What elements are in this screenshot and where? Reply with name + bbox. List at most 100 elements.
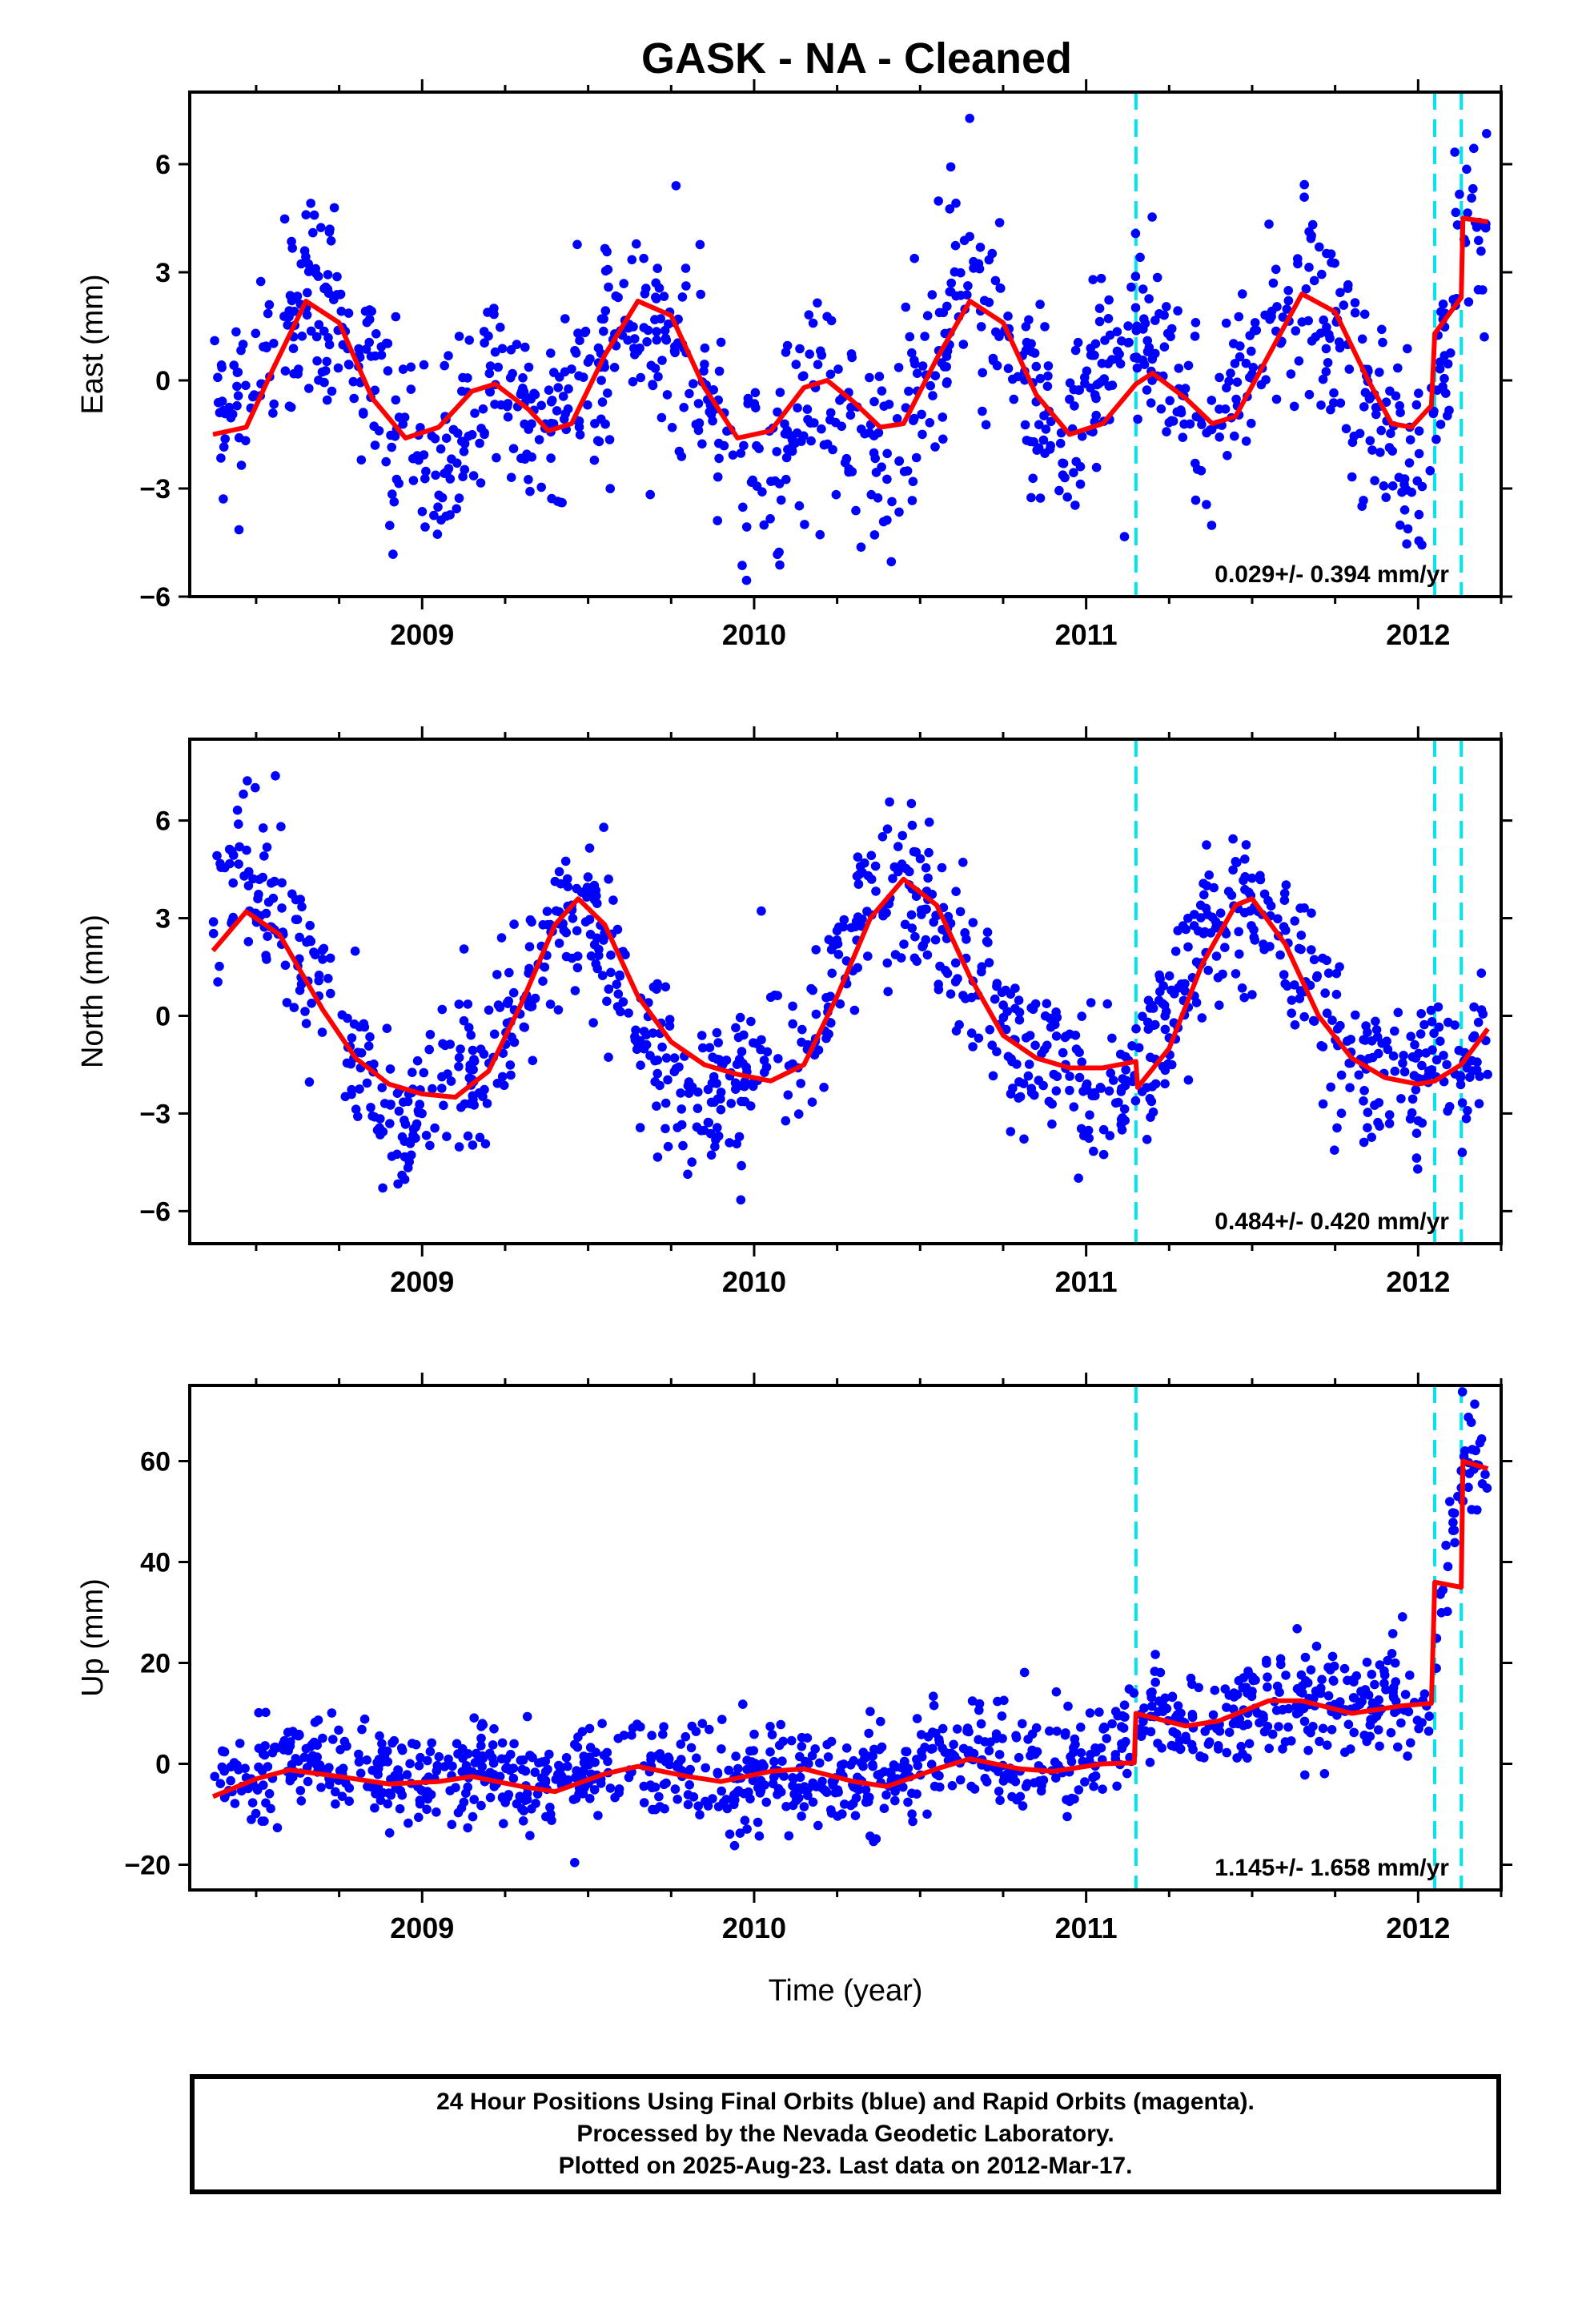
- east-point: [901, 302, 911, 312]
- north-point: [998, 1000, 1008, 1010]
- north-point: [400, 1116, 409, 1125]
- up-point: [784, 1831, 794, 1841]
- north-point: [524, 963, 534, 974]
- up-point: [890, 1787, 900, 1796]
- east-point: [524, 362, 534, 372]
- up-point: [1278, 1744, 1287, 1754]
- up-point: [243, 1783, 253, 1794]
- north-point: [1220, 943, 1230, 952]
- east-point: [329, 295, 339, 305]
- north-point: [437, 1072, 447, 1082]
- east-point: [1299, 192, 1309, 202]
- up-point: [1244, 1739, 1255, 1749]
- up-point: [544, 1749, 554, 1759]
- east-point: [1359, 402, 1369, 412]
- north-point: [342, 1058, 352, 1068]
- east-point: [217, 396, 227, 406]
- up-point: [786, 1735, 797, 1746]
- up-point: [731, 1751, 741, 1761]
- east-point: [234, 525, 244, 535]
- north-point: [1296, 944, 1306, 955]
- north-point: [599, 822, 608, 832]
- north-point: [1371, 1016, 1380, 1027]
- up-point: [742, 1824, 752, 1834]
- east-point: [361, 344, 371, 354]
- up-point: [519, 1806, 528, 1815]
- east-point: [741, 575, 752, 585]
- east-point: [886, 557, 897, 567]
- north-point: [1076, 1124, 1086, 1134]
- up-point: [660, 1803, 669, 1814]
- east-point: [905, 332, 915, 342]
- up-point: [1089, 1781, 1098, 1791]
- east-point: [869, 448, 879, 458]
- up-point: [901, 1747, 910, 1756]
- east-point: [946, 162, 956, 172]
- north-point: [906, 910, 917, 920]
- north-point: [863, 951, 873, 961]
- up-point: [907, 1809, 917, 1819]
- north-point: [1223, 887, 1234, 896]
- north-point: [482, 1099, 492, 1108]
- up-point: [1146, 1701, 1157, 1711]
- up-point: [1298, 1688, 1307, 1698]
- up-point: [291, 1730, 301, 1740]
- up-point: [1150, 1650, 1160, 1659]
- east-point: [336, 306, 347, 316]
- east-point: [1326, 404, 1335, 415]
- east-point: [911, 452, 921, 463]
- east-point: [648, 380, 658, 391]
- north-point: [300, 1007, 310, 1016]
- north-point: [1137, 1087, 1147, 1096]
- north-point: [1323, 968, 1334, 978]
- north-point: [586, 951, 596, 961]
- up-point: [1309, 1693, 1319, 1703]
- north-point: [906, 798, 917, 809]
- up-point: [659, 1722, 669, 1731]
- north-point: [1295, 994, 1305, 1003]
- north-point: [905, 866, 914, 877]
- up-point: [444, 1754, 453, 1764]
- east-point: [1301, 284, 1311, 294]
- east-point: [1304, 263, 1314, 272]
- up-point: [928, 1691, 938, 1701]
- north-point: [394, 1106, 404, 1116]
- north-point: [855, 862, 865, 871]
- up-point: [1306, 1665, 1316, 1675]
- east-point: [575, 430, 585, 440]
- east-ytick-label: −6: [139, 582, 171, 613]
- north-point: [1434, 1022, 1444, 1032]
- up-point: [1204, 1737, 1215, 1747]
- east-point: [589, 455, 600, 465]
- north-point: [1372, 1032, 1383, 1042]
- north-point: [862, 907, 872, 916]
- north-point: [871, 887, 881, 896]
- east-point: [241, 380, 251, 391]
- north-point: [1467, 1055, 1477, 1066]
- north-point: [239, 789, 248, 799]
- up-point: [1051, 1773, 1061, 1783]
- east-point: [1385, 386, 1395, 396]
- east-point: [546, 348, 556, 358]
- north-point: [251, 782, 260, 793]
- up-point: [713, 1769, 723, 1779]
- north-point: [326, 988, 335, 999]
- up-point: [879, 1803, 889, 1813]
- north-point: [966, 1028, 977, 1038]
- up-point: [485, 1748, 495, 1759]
- north-point: [496, 933, 507, 943]
- north-point: [1130, 1096, 1141, 1106]
- north-point: [1082, 1079, 1092, 1089]
- north-point: [652, 1101, 661, 1111]
- north-rate-label: 0.484+/- 0.420 mm/yr: [1215, 1208, 1449, 1235]
- north-point: [1469, 1002, 1479, 1012]
- up-point: [969, 1748, 979, 1759]
- north-point: [1211, 917, 1221, 927]
- east-point: [366, 352, 376, 361]
- east-point: [1220, 404, 1231, 414]
- east-point: [1162, 427, 1171, 436]
- north-point: [248, 874, 258, 884]
- north-point: [921, 862, 931, 873]
- up-point: [1088, 1772, 1098, 1783]
- east-point: [308, 227, 318, 238]
